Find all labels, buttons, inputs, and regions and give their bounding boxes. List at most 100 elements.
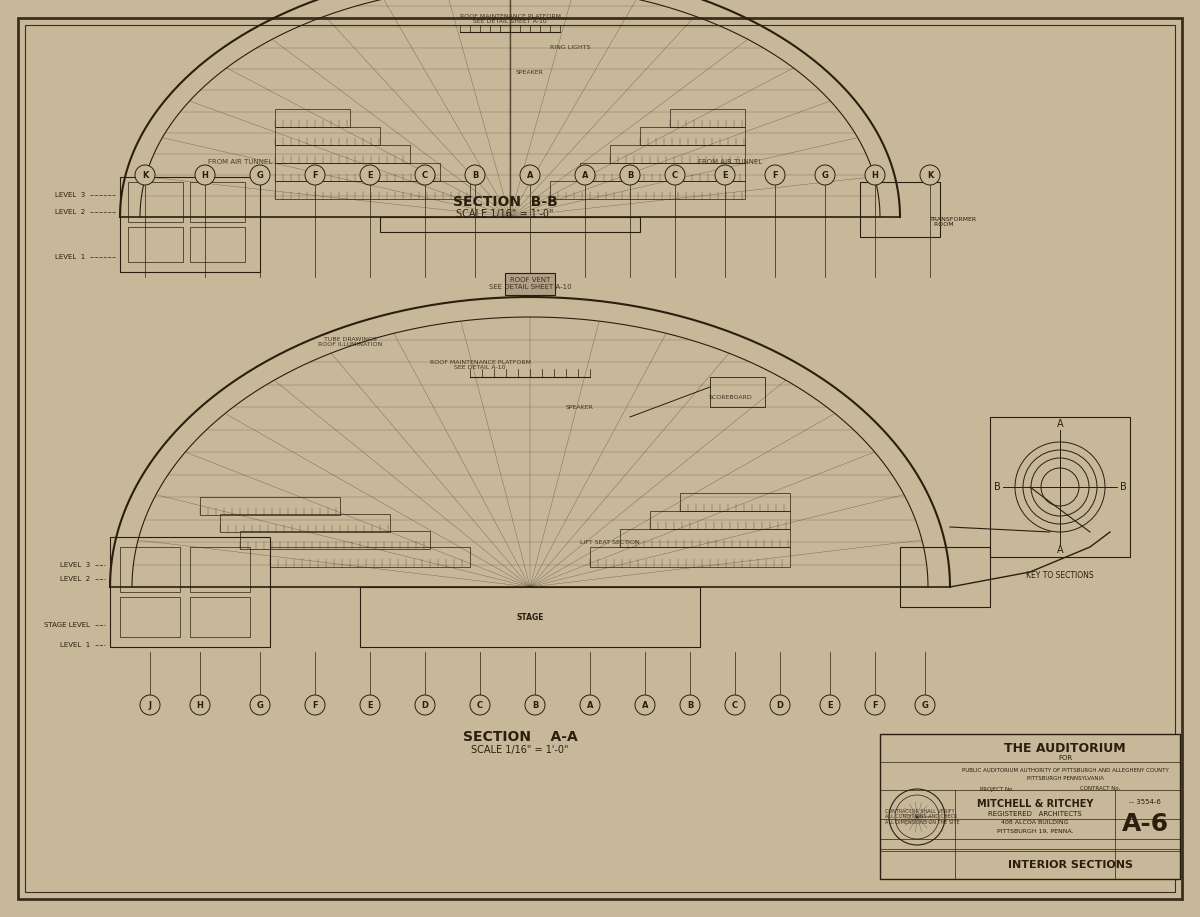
Text: STAGE: STAGE	[516, 613, 544, 622]
Text: F: F	[312, 701, 318, 710]
Text: FROM AIR TUNNEL: FROM AIR TUNNEL	[208, 159, 272, 165]
Text: LEVEL  1: LEVEL 1	[60, 642, 90, 648]
Text: FROM AIR TUNNEL: FROM AIR TUNNEL	[698, 159, 762, 165]
Circle shape	[250, 695, 270, 715]
Circle shape	[580, 695, 600, 715]
Text: B: B	[1120, 482, 1127, 492]
Bar	[550, 181, 745, 199]
Circle shape	[820, 695, 840, 715]
Text: ROOF MAINTENANCE PLATFORM
SEE DETAIL A-10: ROOF MAINTENANCE PLATFORM SEE DETAIL A-1…	[430, 359, 530, 370]
Text: 408 ALCOA BUILDING: 408 ALCOA BUILDING	[1001, 821, 1069, 825]
Text: B: B	[472, 171, 478, 180]
Text: F: F	[872, 701, 878, 710]
Text: FOR: FOR	[1058, 755, 1072, 761]
Bar	[505, 273, 554, 295]
Bar	[860, 182, 940, 237]
Bar	[880, 851, 1180, 879]
Text: THE AUDITORIUM: THE AUDITORIUM	[1004, 742, 1126, 755]
Circle shape	[305, 695, 325, 715]
Bar	[275, 127, 380, 145]
Text: A: A	[587, 701, 593, 710]
Bar	[190, 227, 245, 262]
Text: LIFT SEAT SECTION: LIFT SEAT SECTION	[580, 539, 640, 545]
Text: A: A	[1057, 545, 1063, 555]
Bar	[220, 514, 390, 532]
Circle shape	[526, 695, 545, 715]
Circle shape	[470, 695, 490, 715]
Text: TUBE DRAWINGS
ROOF ILLUMINATION: TUBE DRAWINGS ROOF ILLUMINATION	[318, 337, 382, 348]
Circle shape	[305, 165, 325, 185]
Text: LEVEL  3: LEVEL 3	[60, 562, 90, 568]
Circle shape	[635, 695, 655, 715]
Bar	[380, 217, 640, 232]
Text: H: H	[871, 171, 878, 180]
Circle shape	[415, 695, 436, 715]
Text: A-6: A-6	[1122, 812, 1169, 836]
Circle shape	[136, 165, 155, 185]
Bar	[120, 547, 180, 592]
Circle shape	[916, 695, 935, 715]
Bar	[120, 597, 180, 637]
Text: B: B	[686, 701, 694, 710]
Bar	[990, 417, 1130, 557]
Text: F: F	[312, 171, 318, 180]
Bar	[190, 547, 250, 592]
Bar	[620, 529, 790, 547]
Text: B: B	[626, 171, 634, 180]
Bar	[275, 163, 440, 181]
Text: H: H	[202, 171, 209, 180]
Text: D: D	[421, 701, 428, 710]
Text: C: C	[672, 171, 678, 180]
Bar	[590, 547, 790, 567]
Text: E: E	[722, 171, 728, 180]
Text: A: A	[527, 171, 533, 180]
Text: B: B	[532, 701, 538, 710]
Circle shape	[360, 165, 380, 185]
Text: SPEAKER: SPEAKER	[516, 70, 544, 74]
Circle shape	[680, 695, 700, 715]
Circle shape	[466, 165, 485, 185]
Bar	[580, 163, 745, 181]
Text: C: C	[476, 701, 484, 710]
Bar	[610, 145, 745, 163]
Circle shape	[190, 695, 210, 715]
Text: INTERIOR SECTIONS: INTERIOR SECTIONS	[1008, 860, 1133, 870]
Text: A: A	[1057, 419, 1063, 429]
Text: PUBLIC AUDITORIUM AUTHORITY OF PITTSBURGH AND ALLEGHENY COUNTY: PUBLIC AUDITORIUM AUTHORITY OF PITTSBURG…	[961, 768, 1169, 772]
Text: LEVEL  2: LEVEL 2	[55, 209, 85, 215]
Text: -- 3554-6: -- 3554-6	[1129, 799, 1160, 805]
Text: E: E	[367, 171, 373, 180]
Text: ROOF VENT
SEE DETAIL SHEET A-10: ROOF VENT SEE DETAIL SHEET A-10	[488, 277, 571, 290]
Text: C: C	[422, 171, 428, 180]
Text: PITTSBURGH PENNSYLVANIA: PITTSBURGH PENNSYLVANIA	[1026, 777, 1104, 781]
Text: RING LIGHTS: RING LIGHTS	[550, 45, 590, 50]
Circle shape	[920, 165, 940, 185]
Text: G: G	[822, 171, 828, 180]
Circle shape	[520, 165, 540, 185]
Circle shape	[196, 165, 215, 185]
Text: SCALE 1/16" = 1'-0": SCALE 1/16" = 1'-0"	[472, 745, 569, 755]
Text: D: D	[776, 701, 784, 710]
Text: H: H	[197, 701, 204, 710]
Circle shape	[620, 165, 640, 185]
Circle shape	[865, 165, 886, 185]
Circle shape	[725, 695, 745, 715]
Bar	[900, 547, 990, 607]
Bar	[240, 531, 430, 549]
Bar	[275, 109, 350, 127]
Text: STAGE LEVEL: STAGE LEVEL	[44, 622, 90, 628]
Bar	[120, 177, 260, 272]
Circle shape	[575, 165, 595, 185]
Text: C: C	[732, 701, 738, 710]
Circle shape	[250, 165, 270, 185]
Text: A: A	[582, 171, 588, 180]
Text: SCALE 1/16" = 1'-0": SCALE 1/16" = 1'-0"	[456, 209, 553, 219]
Bar	[128, 227, 184, 262]
Text: SCOREBOARD: SCOREBOARD	[708, 394, 752, 400]
Text: J: J	[149, 701, 151, 710]
Circle shape	[865, 695, 886, 715]
Bar	[710, 377, 766, 407]
Bar	[360, 587, 700, 647]
Text: CONTRACT No.: CONTRACT No.	[1080, 787, 1121, 791]
Text: SECTION  B-B: SECTION B-B	[452, 195, 557, 209]
